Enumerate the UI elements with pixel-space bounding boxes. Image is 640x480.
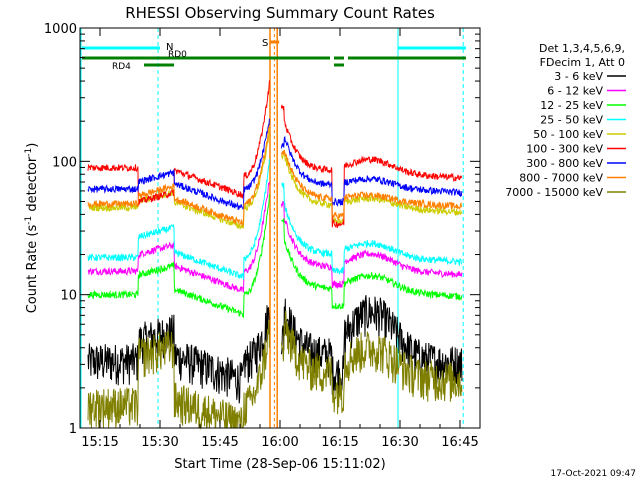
- legend-header-line: FDecim 1, Att 0: [540, 56, 625, 69]
- night-label: N: [166, 42, 173, 53]
- series-line-7: [87, 118, 463, 210]
- x-tick-label: 16:00: [261, 435, 298, 450]
- y-tick-label: 10: [60, 289, 77, 304]
- legend-entry-label: 7000 - 15000 keV: [505, 186, 603, 199]
- x-axis-label: Start Time (28-Sep-06 15:11:02): [174, 457, 385, 472]
- generation-timestamp: 17-Oct-2021 09:47: [551, 469, 636, 479]
- x-tick-label: 16:15: [321, 435, 358, 450]
- x-tick-label: 15:30: [141, 435, 178, 450]
- legend-entry-label: 800 - 7000 keV: [519, 172, 603, 185]
- legend-entry-label: 6 - 12 keV: [547, 85, 603, 98]
- legend-entry-label: 100 - 300 keV: [526, 143, 603, 156]
- series-line-2: [87, 181, 463, 293]
- series-line-1: [87, 295, 463, 404]
- chart-title: RHESSI Observing Summary Count Rates: [125, 4, 435, 22]
- series-line-9: [87, 310, 463, 430]
- axis-ticks: 15:15 15:30 15:45 16:00 16:15 16:30 16:45 1 10 10…: [44, 22, 481, 450]
- x-tick-label: 15:15: [81, 435, 118, 450]
- rd0-label: RD0: [168, 50, 187, 60]
- rd4-label: RD4: [112, 62, 131, 72]
- series-line-4: [87, 159, 463, 280]
- saa-label: S: [262, 38, 268, 49]
- legend-entry-label: 3 - 6 keV: [554, 70, 603, 83]
- y-axis-label: Count Rate (s-1 detector-1): [24, 143, 40, 314]
- series-line-3: [87, 194, 463, 319]
- x-tick-label: 16:45: [441, 435, 478, 450]
- y-tick-label: 1000: [44, 22, 77, 37]
- series-line-6: [87, 80, 463, 229]
- legend-entry-label: 50 - 100 keV: [533, 128, 603, 141]
- x-tick-label: 15:45: [201, 435, 238, 450]
- legend-entry-label: 300 - 800 keV: [526, 157, 603, 170]
- plot-area: N S RD0 RD4: [80, 28, 466, 430]
- legend-header-line: Det 1,3,4,5,6,9,: [539, 42, 625, 55]
- y-tick-label: 100: [52, 155, 77, 170]
- series-line-8: [87, 126, 463, 228]
- legend: Det 1,3,4,5,6,9,FDecim 1, Att 03 - 6 keV…: [505, 42, 626, 199]
- y-tick-label: 1: [69, 422, 77, 437]
- legend-entry-label: 25 - 50 keV: [540, 114, 603, 127]
- x-tick-label: 16:30: [381, 435, 418, 450]
- legend-entry-label: 12 - 25 keV: [540, 99, 603, 112]
